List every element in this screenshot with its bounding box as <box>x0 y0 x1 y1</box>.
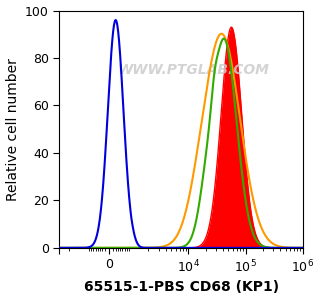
X-axis label: 65515-1-PBS CD68 (KP1): 65515-1-PBS CD68 (KP1) <box>84 280 279 294</box>
Text: WWW.PTGLAB.COM: WWW.PTGLAB.COM <box>117 63 269 77</box>
Y-axis label: Relative cell number: Relative cell number <box>5 58 20 201</box>
